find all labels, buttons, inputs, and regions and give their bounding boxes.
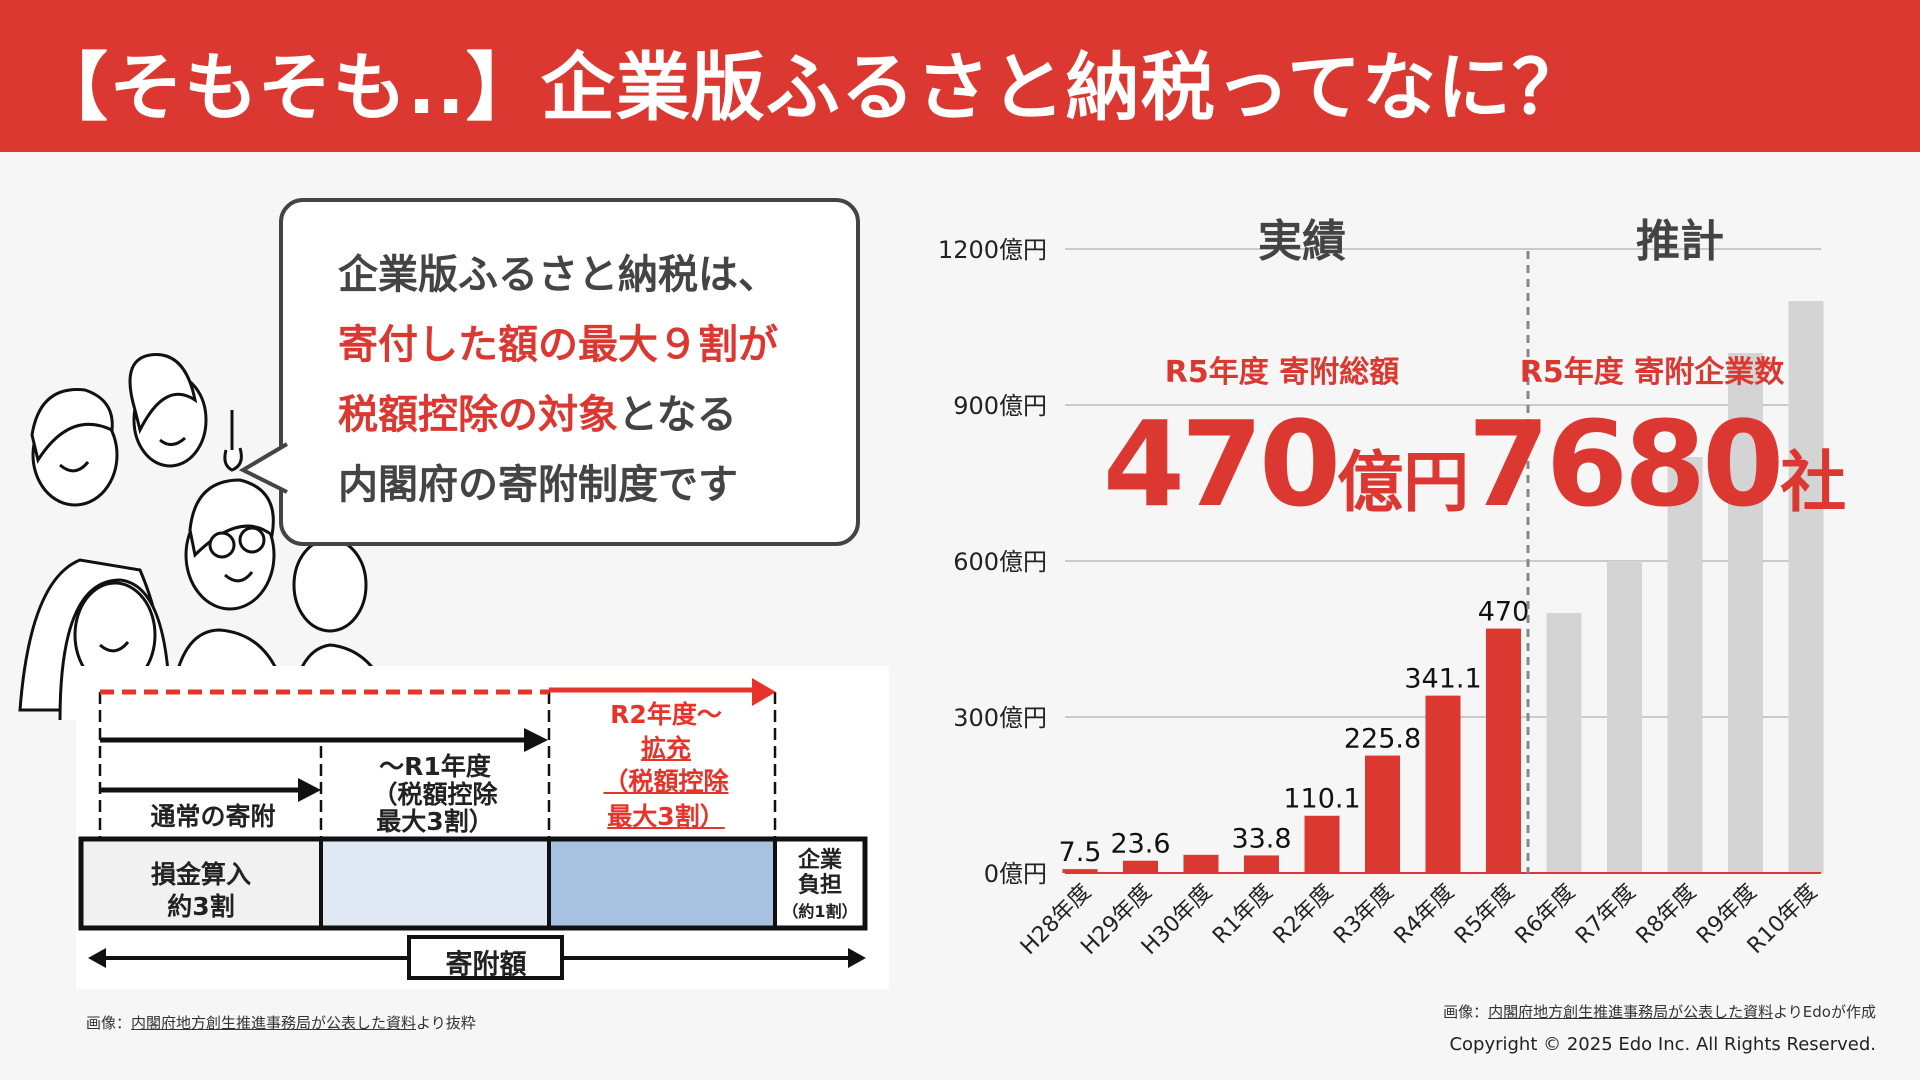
label-r2-2: 拡充: [640, 734, 692, 763]
donation-bar-chart: 0億円300億円600億円900億円1200億円7.5H28年度23.6H29年…: [938, 236, 1824, 960]
caption-left: 画像：内閣府地方創生推進事務局が公表した資料より抜粋: [86, 1012, 476, 1033]
data-label: 23.6: [1110, 829, 1170, 860]
x-tick-label: R6年度: [1511, 880, 1581, 950]
x-tick-label: R7年度: [1571, 880, 1641, 950]
bar-R5年度: [1486, 628, 1521, 873]
bubble-line-2: 寄付した額の最大９割が: [338, 322, 778, 368]
y-tick-label: 0億円: [984, 860, 1047, 888]
cell-deduction-1: 損金算入: [150, 860, 252, 889]
companies-value: 7680社: [1468, 405, 1846, 523]
data-label: 7.5: [1059, 837, 1102, 868]
label-r2-4: 最大3割）: [607, 802, 725, 831]
label-r1-3: 最大3割）: [376, 807, 494, 836]
total-value: 470億円: [1103, 405, 1469, 523]
y-tick-label: 1200億円: [938, 236, 1047, 264]
total-label: R5年度 寄附総額: [1164, 355, 1400, 390]
bubble-line-3: 税額控除の対象となる: [338, 382, 737, 440]
data-label: 33.8: [1231, 823, 1291, 854]
label-r1-2: （税額控除: [372, 780, 498, 809]
header-bar: 【そもそも..】企業版ふるさと納税ってなに？: [0, 0, 1920, 152]
label-r2-3: （税額控除: [603, 767, 729, 796]
x-tick-label: R1年度: [1208, 880, 1278, 950]
label-r1-1: 〜R1年度: [379, 752, 491, 781]
section-forecast: 推計: [1636, 216, 1724, 267]
x-tick-label: R4年度: [1390, 880, 1460, 950]
section-actual: 実績: [1258, 216, 1346, 267]
x-tick-label: R8年度: [1632, 880, 1702, 950]
bubble-line-3-rest: となる: [618, 392, 737, 438]
bar-R10年度: [1788, 301, 1824, 873]
bubble-line-1: 企業版ふるさと納税は、: [338, 252, 778, 298]
x-tick-label: R3年度: [1329, 880, 1399, 950]
bar-R9年度: [1728, 353, 1763, 873]
label-donation-amount: 寄附額: [445, 949, 527, 981]
bar-H28年度: [1062, 869, 1098, 873]
caption-suffix: よりEdoが作成: [1773, 1003, 1876, 1021]
total-unit: 億円: [1337, 444, 1470, 521]
bar-R4年度: [1425, 695, 1461, 873]
caption-prefix: 画像：: [86, 1014, 132, 1032]
caption-suffix: より抜粋: [416, 1014, 476, 1032]
data-label: 225.8: [1344, 724, 1421, 755]
x-tick-label: R5年度: [1450, 880, 1520, 950]
caption-prefix: 画像：: [1443, 1003, 1489, 1021]
cell-company-2: 負担: [797, 873, 843, 898]
bar-H30年度: [1183, 854, 1219, 873]
data-label: 470: [1478, 597, 1530, 628]
deduction-diagram: 通常の寄附 〜R1年度 （税額控除 最大3割） R2年度〜 拡充 （税額控除 最…: [76, 666, 889, 989]
caption-source-link[interactable]: 内閣府地方創生推進事務局が公表した資料: [1488, 1003, 1774, 1021]
bar-R1年度: [1244, 855, 1279, 873]
y-tick-label: 300億円: [953, 704, 1047, 732]
bar-R7年度: [1607, 561, 1642, 873]
cell-deduction-2: 約3割: [167, 892, 235, 921]
diagram-lines: [78, 678, 868, 980]
bubble-line-4: 内閣府の寄附制度です: [338, 462, 738, 508]
y-tick-label: 600億円: [953, 548, 1047, 576]
data-label: 110.1: [1283, 784, 1360, 815]
bar-R8年度: [1667, 457, 1703, 873]
total-number: 470: [1102, 395, 1341, 533]
bar-R2年度: [1304, 815, 1340, 873]
bar-H29年度: [1123, 860, 1158, 873]
companies-label: R5年度 寄附企業数: [1519, 355, 1785, 390]
cell-company-3: （約1割）: [782, 902, 858, 921]
speech-bubble: 企業版ふるさと納税は、 寄付した額の最大９割が 税額控除の対象となる 内閣府の寄…: [239, 198, 860, 546]
caption-source-link[interactable]: 内閣府地方創生推進事務局が公表した資料: [131, 1014, 417, 1032]
bubble-tail: [239, 442, 289, 494]
cell-company-1: 企業: [797, 848, 843, 873]
bar-R6年度: [1546, 613, 1582, 873]
x-tick-label: R2年度: [1269, 880, 1339, 950]
data-label: 341.1: [1404, 664, 1481, 695]
y-tick-label: 900億円: [953, 392, 1047, 420]
bar-R3年度: [1365, 755, 1400, 873]
caption-right: 画像：内閣府地方創生推進事務局が公表した資料よりEdoが作成: [1443, 1001, 1876, 1022]
copyright: Copyright © 2025 Edo Inc. All Rights Res…: [1449, 1034, 1876, 1055]
companies-unit: 社: [1780, 444, 1847, 521]
companies-number: 7680: [1467, 395, 1784, 533]
page-title: 【そもそも..】企業版ふるさと納税ってなに？: [34, 45, 1588, 131]
label-r2-1: R2年度〜: [610, 700, 722, 729]
bubble-highlight: 税額控除の対象: [338, 392, 618, 438]
label-normal-donation: 通常の寄附: [150, 802, 276, 831]
